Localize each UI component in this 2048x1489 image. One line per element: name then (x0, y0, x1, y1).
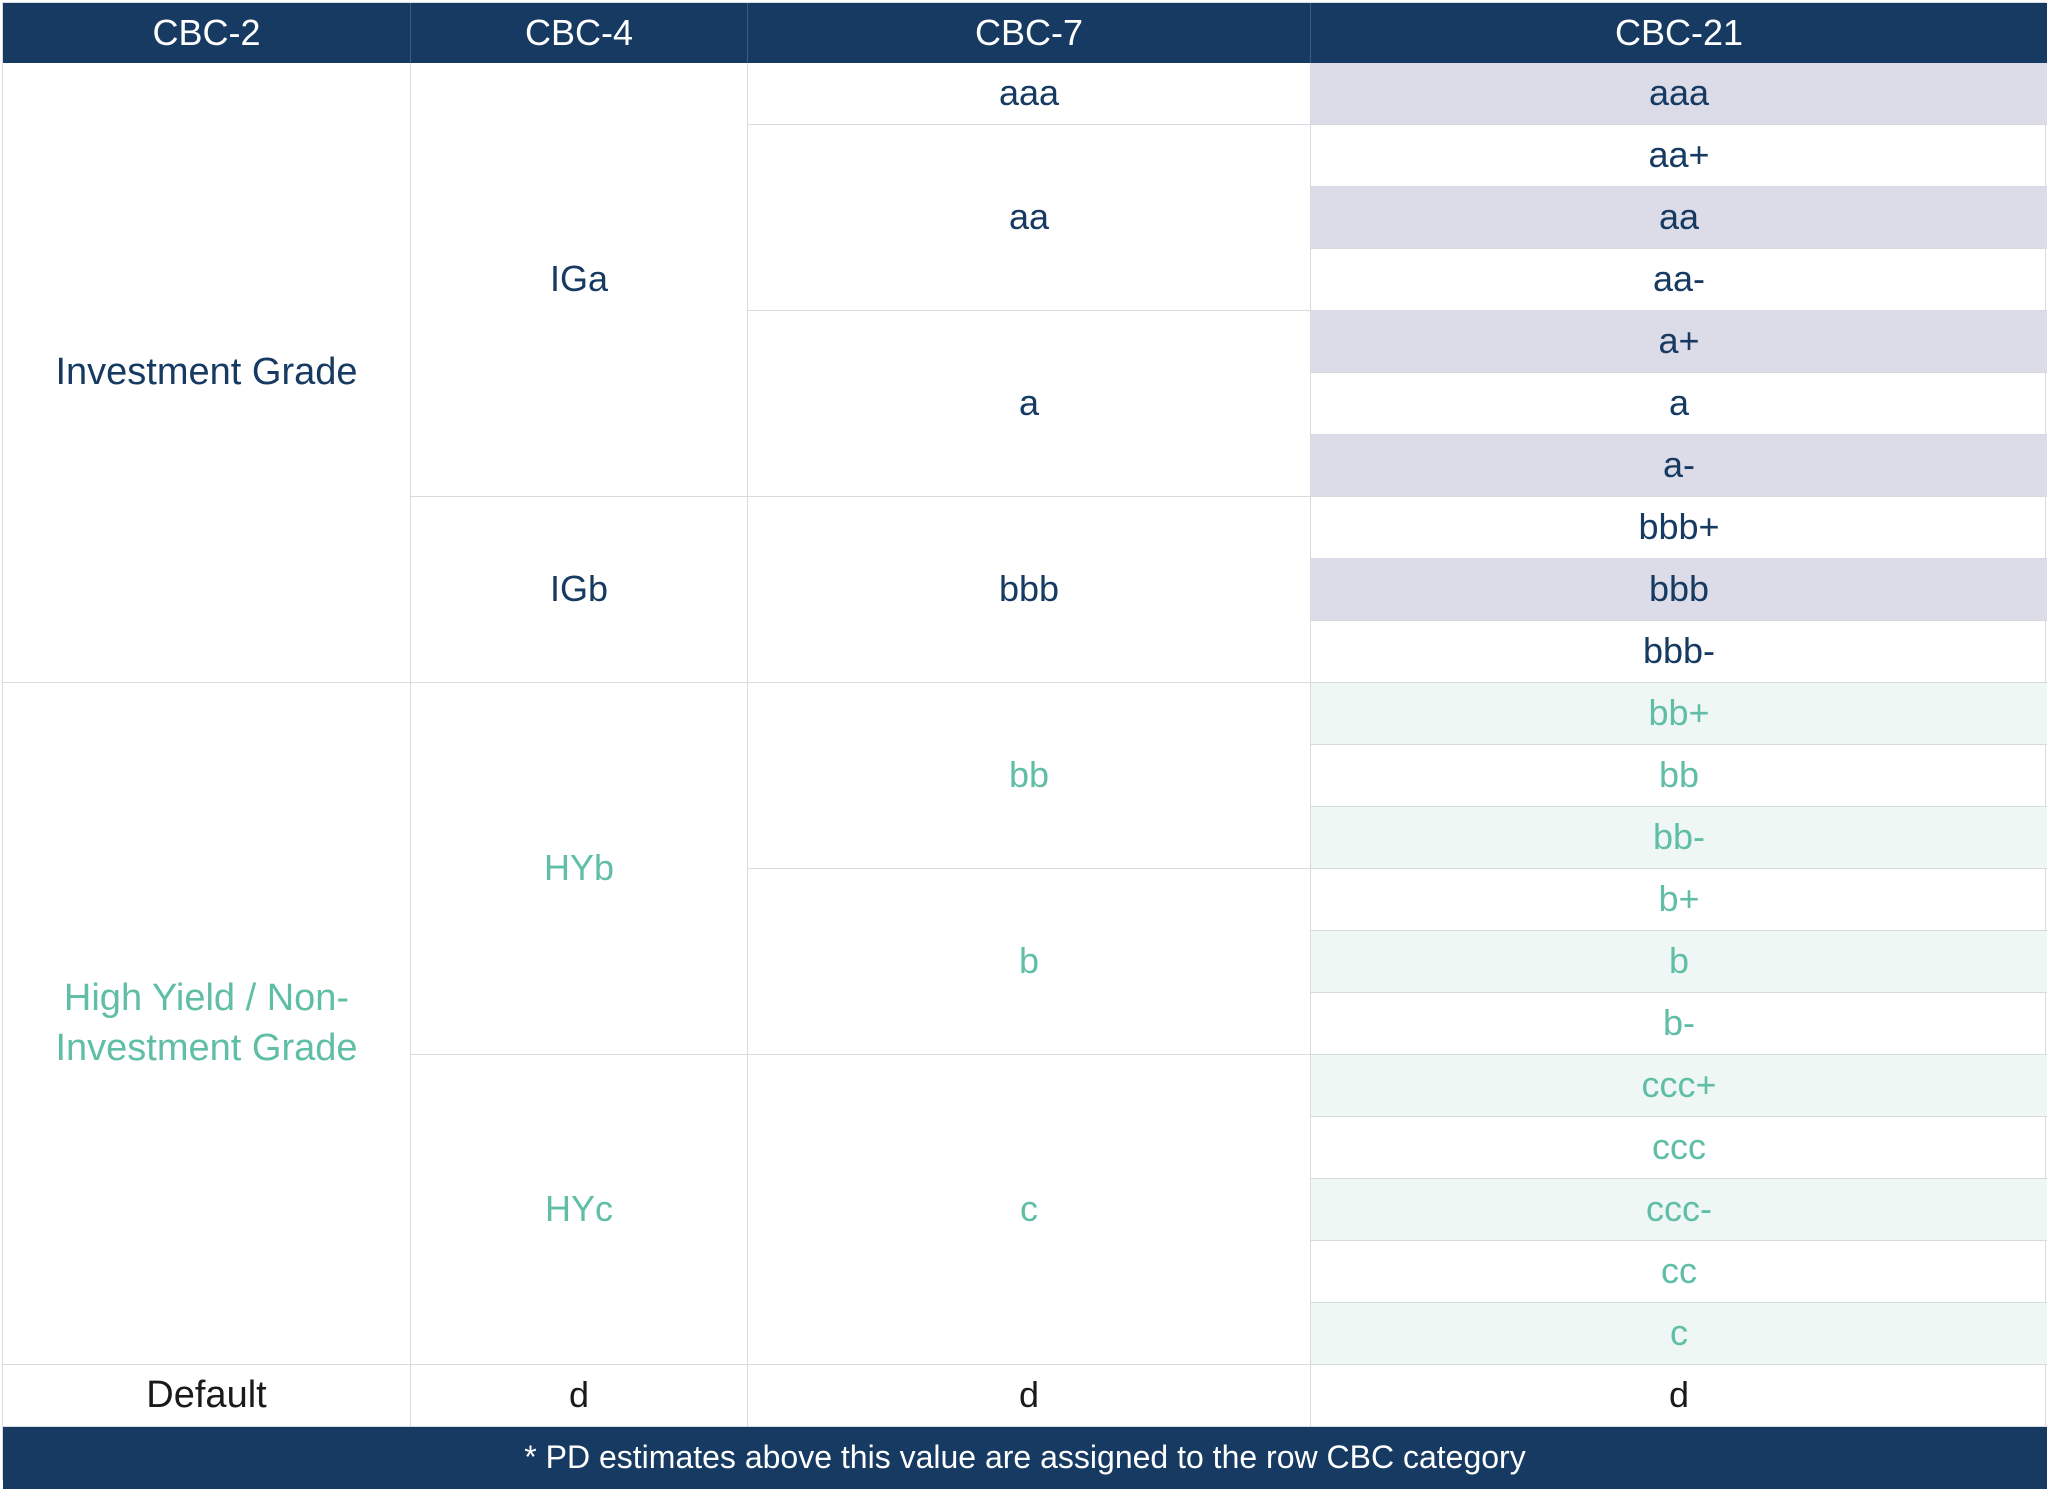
cbc7-b: b (748, 869, 1311, 1055)
cbc21-cell: cc (1311, 1241, 2047, 1303)
cbc21-cell: aa (1311, 187, 2047, 249)
cbc7-aa: aa (748, 125, 1311, 311)
cbc21-cell: ccc- (1311, 1179, 2047, 1241)
header-cbc-2: CBC-2 (3, 3, 411, 63)
cbc21-cell: c (1311, 1303, 2047, 1365)
cbc4-default: d (411, 1365, 748, 1427)
cbc21-cell: aa+ (1311, 125, 2047, 187)
cbc7-default: d (748, 1365, 1311, 1427)
cbc4-iga: IGa (411, 63, 748, 497)
cbc4-hyb: HYb (411, 683, 748, 1055)
cbc21-cell: b (1311, 931, 2047, 993)
cbc7-aaa: aaa (748, 63, 1311, 125)
cbc21-cell: bbb (1311, 559, 2047, 621)
cbc21-cell: bbb- (1311, 621, 2047, 683)
cbc7-bb: bb (748, 683, 1311, 869)
cbc21-cell: a (1311, 373, 2047, 435)
cbc21-cell: b- (1311, 993, 2047, 1055)
cbc21-cell: aa- (1311, 249, 2047, 311)
footnote: * PD estimates above this value are assi… (3, 1427, 2047, 1489)
cbc21-cell: ccc+ (1311, 1055, 2047, 1117)
cbc7-a: a (748, 311, 1311, 497)
cbc7-bbb: bbb (748, 497, 1311, 683)
cbc21-cell: aaa (1311, 63, 2047, 125)
cbc21-cell: a+ (1311, 311, 2047, 373)
cbc21-cell: ccc (1311, 1117, 2047, 1179)
cbc2-high-yield: High Yield / Non-Investment Grade (3, 683, 411, 1365)
cbc21-cell: bb (1311, 745, 2047, 807)
cbc21-cell: bbb+ (1311, 497, 2047, 559)
header-cbc-4: CBC-4 (411, 3, 748, 63)
cbc2-investment-grade: Investment Grade (3, 63, 411, 683)
cbc4-hyc: HYc (411, 1055, 748, 1365)
cbc21-cell: bb- (1311, 807, 2047, 869)
cbc4-igb: IGb (411, 497, 748, 683)
cbc21-default: d (1311, 1365, 2047, 1427)
cbc21-cell: bb+ (1311, 683, 2047, 745)
header-cbc-21: CBC-21 (1311, 3, 2047, 63)
cbc2-default: Default (3, 1365, 411, 1427)
cbc7-c: c (748, 1055, 1311, 1365)
cbc21-cell: a- (1311, 435, 2047, 497)
header-cbc-7: CBC-7 (748, 3, 1311, 63)
cbc21-cell: b+ (1311, 869, 2047, 931)
